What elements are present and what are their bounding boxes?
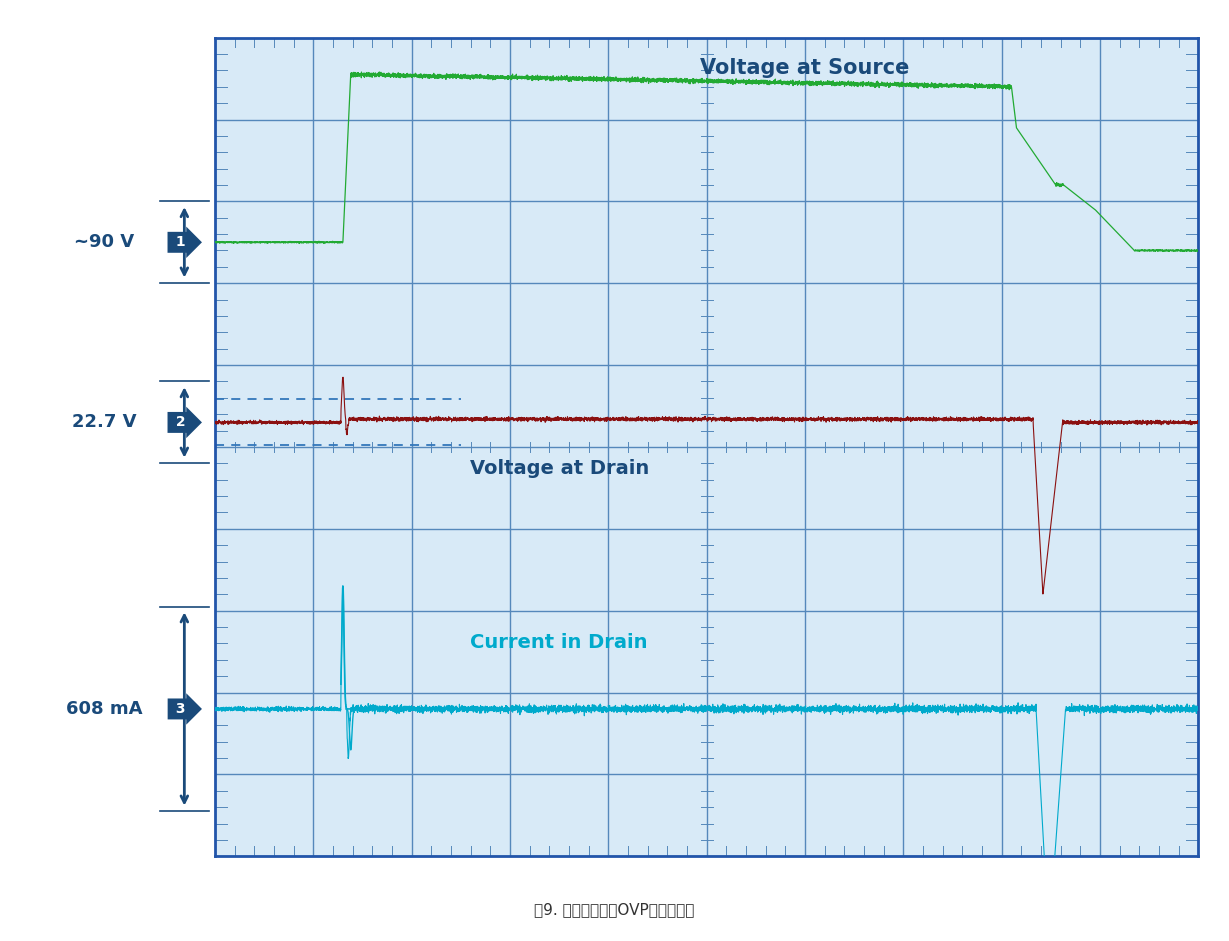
Text: 3: 3 xyxy=(171,702,190,716)
Text: 2: 2 xyxy=(171,415,190,429)
Text: 608 mA: 608 mA xyxy=(66,700,143,718)
Text: ~90 V: ~90 V xyxy=(75,233,134,251)
Text: Voltage at Drain: Voltage at Drain xyxy=(469,459,649,478)
Text: Current in Drain: Current in Drain xyxy=(471,632,648,651)
Text: Voltage at Source: Voltage at Source xyxy=(701,58,909,78)
Text: 22.7 V: 22.7 V xyxy=(73,413,136,431)
Text: 图9. 浪涌事件期间OVP工作原理。: 图9. 浪涌事件期间OVP工作原理。 xyxy=(535,902,694,917)
Text: 1: 1 xyxy=(171,235,190,249)
